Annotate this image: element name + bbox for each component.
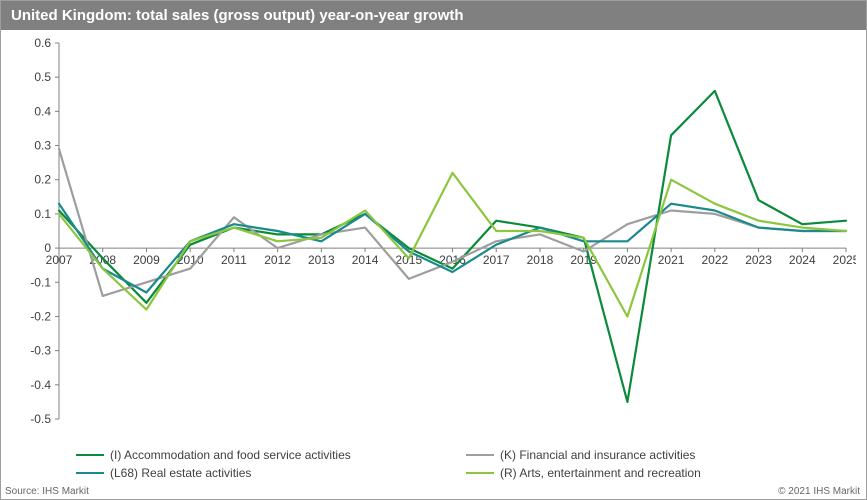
svg-text:-0.4: -0.4 (30, 378, 51, 392)
svg-text:0.4: 0.4 (34, 104, 51, 118)
svg-text:2012: 2012 (264, 253, 291, 267)
legend-label: (L68) Real estate activities (110, 466, 251, 480)
series-R (59, 173, 846, 317)
svg-text:2023: 2023 (745, 253, 772, 267)
svg-text:2021: 2021 (658, 253, 685, 267)
line-chart-svg: -0.5-0.4-0.3-0.2-0.100.10.20.30.40.50.62… (11, 35, 856, 439)
legend-label: (K) Financial and insurance activities (500, 448, 695, 462)
footer: Source: IHS Markit © 2021 IHS Markit (5, 486, 860, 497)
svg-text:2009: 2009 (133, 253, 160, 267)
series-I (59, 91, 846, 402)
svg-text:2014: 2014 (352, 253, 379, 267)
legend-label: (I) Accommodation and food service activ… (110, 448, 351, 462)
legend-item-I: (I) Accommodation and food service activ… (76, 447, 456, 463)
svg-text:0.3: 0.3 (34, 139, 51, 153)
svg-text:0.1: 0.1 (34, 207, 51, 221)
svg-text:2017: 2017 (483, 253, 510, 267)
svg-text:-0.1: -0.1 (30, 275, 51, 289)
legend-swatch (76, 472, 104, 474)
svg-text:0.2: 0.2 (34, 173, 51, 187)
legend-swatch (466, 454, 494, 456)
legend: (I) Accommodation and food service activ… (76, 447, 846, 481)
svg-text:-0.2: -0.2 (30, 309, 51, 323)
svg-text:2025: 2025 (833, 253, 856, 267)
svg-text:-0.3: -0.3 (30, 344, 51, 358)
svg-text:-0.5: -0.5 (30, 412, 51, 426)
legend-item-L68: (L68) Real estate activities (76, 465, 456, 481)
svg-text:2022: 2022 (701, 253, 728, 267)
legend-item-R: (R) Arts, entertainment and recreation (466, 465, 846, 481)
svg-text:2011: 2011 (221, 253, 247, 267)
legend-item-K: (K) Financial and insurance activities (466, 447, 846, 463)
svg-text:0.5: 0.5 (34, 70, 51, 84)
chart-frame: United Kingdom: total sales (gross outpu… (0, 0, 867, 500)
footer-copyright: © 2021 IHS Markit (778, 486, 860, 497)
legend-label: (R) Arts, entertainment and recreation (500, 466, 701, 480)
legend-swatch (76, 454, 104, 456)
svg-text:2020: 2020 (614, 253, 641, 267)
plot-area: -0.5-0.4-0.3-0.2-0.100.10.20.30.40.50.62… (11, 35, 856, 439)
chart-title: United Kingdom: total sales (gross outpu… (1, 1, 866, 30)
legend-swatch (466, 472, 494, 474)
svg-text:2024: 2024 (789, 253, 816, 267)
svg-text:2018: 2018 (527, 253, 554, 267)
svg-text:2013: 2013 (308, 253, 335, 267)
footer-source: Source: IHS Markit (5, 486, 89, 497)
svg-text:0.6: 0.6 (34, 36, 51, 50)
series-K (59, 149, 846, 296)
svg-text:2007: 2007 (46, 253, 73, 267)
